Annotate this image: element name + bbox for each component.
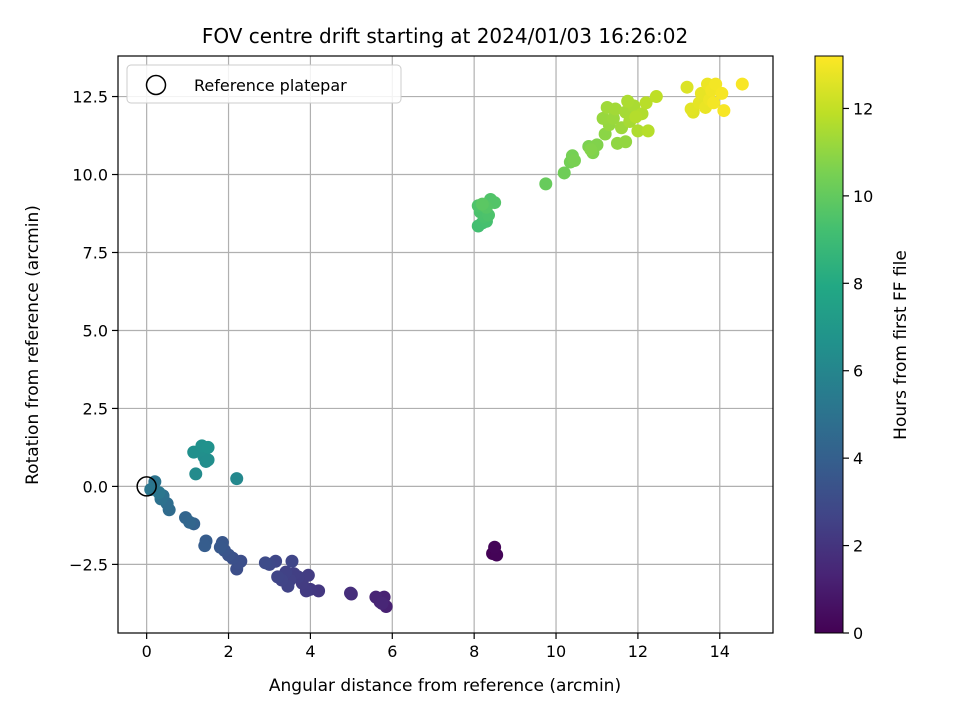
x-tick-label: 8: [469, 642, 479, 661]
grid: [118, 56, 773, 633]
colorbar-tick-label: 4: [853, 449, 863, 468]
data-point: [213, 540, 227, 554]
y-tick-label: 7.5: [83, 243, 108, 262]
x-tick-label: 2: [223, 642, 233, 661]
y-tick-label: −2.5: [69, 555, 108, 574]
data-point: [271, 570, 285, 584]
reference-platepar-marker: [136, 476, 157, 497]
data-points: [144, 77, 749, 613]
data-point: [198, 539, 212, 553]
data-point: [230, 472, 244, 486]
data-point: [285, 554, 299, 568]
data-point: [584, 143, 598, 157]
colorbar-ticks: 0 2 4 6 8 10 12: [843, 99, 873, 643]
x-axis-ticks: 0 2 4 6 8 10 12 14: [142, 633, 730, 661]
colorbar-tick-label: 8: [853, 274, 863, 293]
data-point: [707, 96, 721, 110]
x-tick-label: 10: [546, 642, 566, 661]
x-tick-label: 0: [142, 642, 152, 661]
data-point: [608, 102, 622, 116]
data-point: [619, 135, 633, 149]
data-point: [557, 166, 571, 180]
data-point: [709, 77, 723, 91]
data-point: [201, 453, 215, 467]
data-point: [539, 177, 553, 191]
plot-frame: [117, 55, 774, 634]
y-tick-label: 2.5: [83, 399, 108, 418]
data-point: [375, 596, 389, 610]
data-point: [596, 111, 610, 125]
y-tick-label: 12.5: [72, 88, 108, 107]
data-point: [189, 467, 203, 481]
y-axis-label: Rotation from reference (arcmin): [23, 205, 43, 485]
data-point: [717, 104, 731, 118]
colorbar-label: Hours from first FF file: [891, 250, 911, 440]
data-point: [649, 90, 663, 104]
data-point: [301, 568, 315, 582]
chart-title: FOV centre drift starting at 2024/01/03 …: [202, 24, 688, 48]
y-axis-ticks: −2.5 0.0 2.5 5.0 7.5 10.0 12.5: [69, 88, 118, 574]
data-point: [475, 197, 489, 211]
data-point: [344, 586, 358, 600]
data-point: [621, 94, 635, 108]
data-point: [488, 540, 502, 554]
x-tick-label: 6: [387, 642, 397, 661]
colorbar-tick-label: 12: [853, 99, 873, 118]
data-point: [631, 124, 645, 138]
data-point: [715, 86, 729, 100]
x-tick-label: 12: [628, 642, 648, 661]
colorbar-tick-label: 6: [853, 362, 863, 381]
data-point: [629, 110, 643, 124]
colorbar: 0 2 4 6 8 10 12 Hours from first FF file: [814, 55, 911, 643]
data-point: [258, 556, 272, 570]
legend-box: [126, 64, 402, 104]
legend-open-circle-icon: [145, 74, 167, 96]
legend-entry-label: Reference platepar: [194, 76, 347, 95]
data-point: [639, 96, 653, 110]
data-point: [680, 80, 694, 94]
legend: Reference platepar: [126, 64, 402, 104]
colorbar-tick-label: 0: [853, 624, 863, 643]
data-point: [567, 153, 581, 167]
colorbar-gradient: [814, 55, 844, 634]
colorbar-tick-label: 10: [853, 187, 873, 206]
colorbar-tick-label: 2: [853, 537, 863, 556]
data-point: [201, 440, 215, 454]
data-point: [641, 124, 655, 138]
y-tick-label: 0.0: [83, 477, 108, 496]
x-tick-label: 14: [710, 642, 730, 661]
x-tick-label: 4: [305, 642, 315, 661]
data-point: [183, 515, 197, 529]
data-point: [735, 77, 749, 91]
x-axis-label: Angular distance from reference (arcmin): [269, 676, 621, 696]
y-tick-label: 10.0: [72, 166, 108, 185]
y-tick-label: 5.0: [83, 321, 108, 340]
